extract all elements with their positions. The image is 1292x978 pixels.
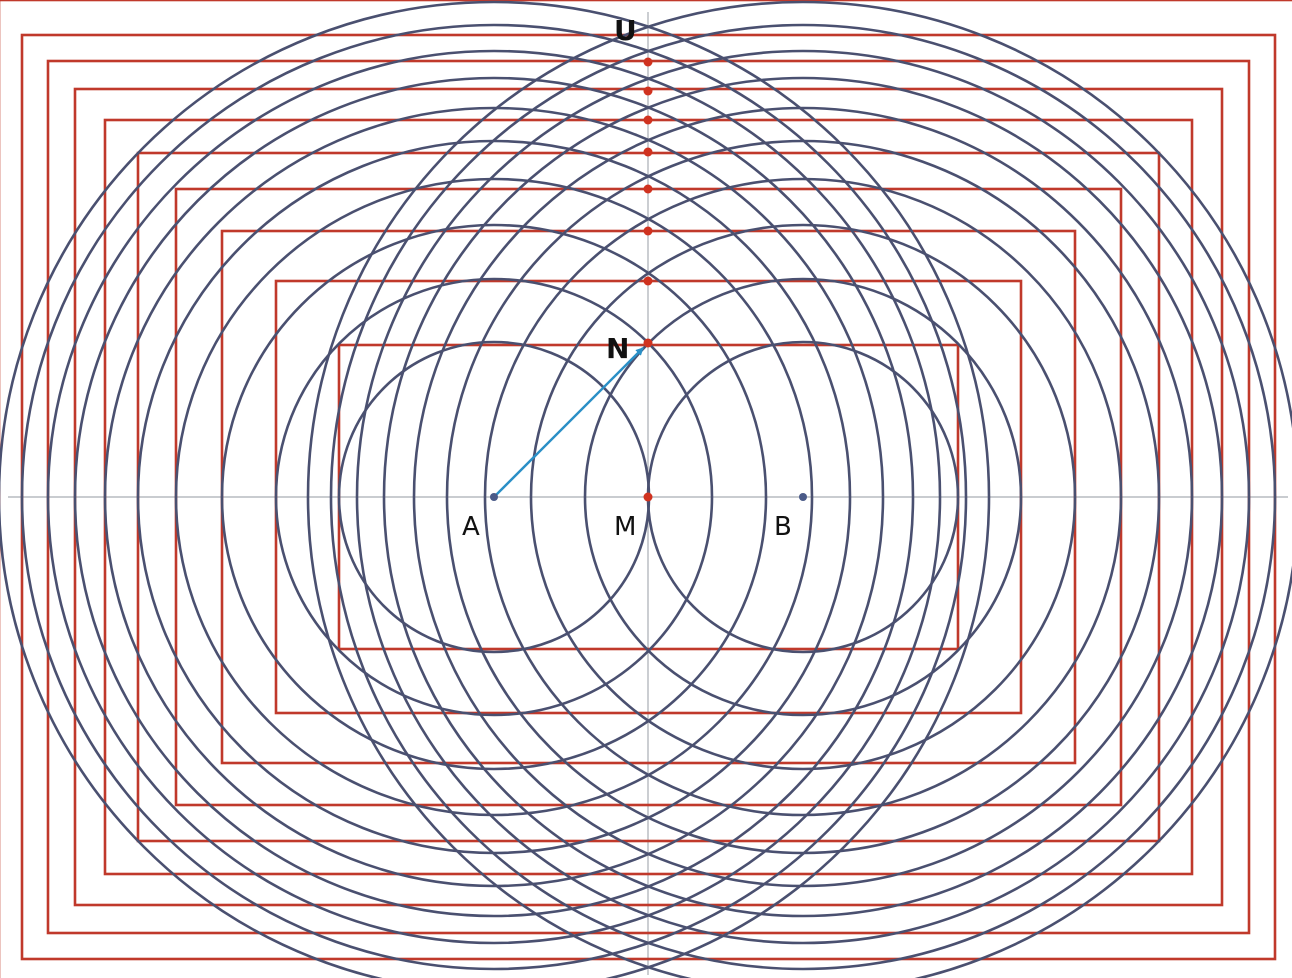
circle-a-9 <box>20 23 968 971</box>
label-n: N <box>606 332 629 365</box>
circle-a-10 <box>0 0 991 978</box>
label-u: U <box>614 14 637 47</box>
intersection-point-6 <box>643 115 653 125</box>
point-a-marker <box>490 493 498 501</box>
intersection-point-3 <box>643 226 653 236</box>
circle-b-7 <box>382 76 1224 918</box>
circle-b-10 <box>306 0 1292 978</box>
intersection-points <box>643 57 653 348</box>
point-b-marker <box>799 493 807 501</box>
intersection-point-2 <box>643 276 653 286</box>
intersection-point-7 <box>643 86 653 96</box>
intersection-point-1 <box>643 338 653 348</box>
circle-a-4 <box>174 177 814 817</box>
circle-b-6 <box>412 106 1194 888</box>
intersection-point-8 <box>643 57 653 67</box>
label-a: A <box>462 512 480 542</box>
circle-b-8 <box>355 49 1251 945</box>
intersection-point-5 <box>643 147 653 157</box>
label-m: M <box>614 512 636 542</box>
circle-b-9 <box>329 23 1277 971</box>
circle-a-8 <box>46 49 942 945</box>
point-m-marker <box>643 492 653 502</box>
circle-a-2 <box>274 277 714 717</box>
intersection-point-4 <box>643 184 653 194</box>
vector-arrow-a-to-n <box>493 347 644 498</box>
circle-b-4 <box>483 177 1123 817</box>
circle-a-7 <box>73 76 915 918</box>
circle-b-3 <box>529 223 1077 771</box>
label-b: B <box>774 512 792 542</box>
circle-b-2 <box>583 277 1023 717</box>
circle-a-6 <box>103 106 885 888</box>
circle-a-3 <box>220 223 768 771</box>
